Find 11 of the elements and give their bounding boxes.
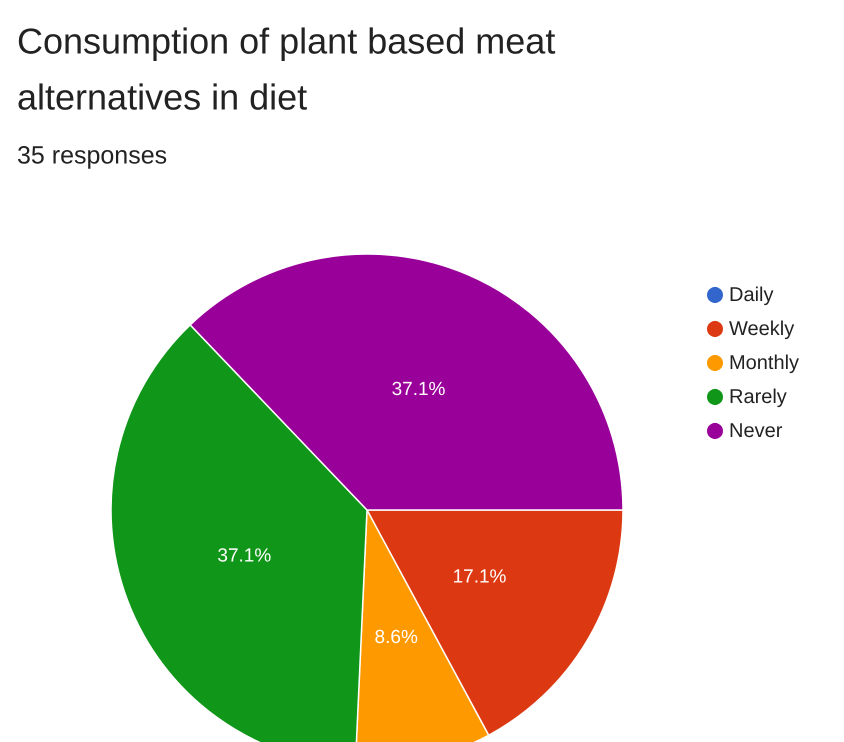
legend-label: Rarely: [729, 386, 787, 408]
data-label: 37.1%: [217, 545, 272, 566]
legend-label: Weekly: [729, 318, 794, 340]
legend-label: Never: [729, 420, 783, 442]
data-label: 8.6%: [374, 627, 418, 648]
legend-label: Daily: [729, 284, 774, 306]
data-label: 37.1%: [392, 379, 446, 400]
chart-title: Consumption of plant based meat alternatives in diet: [17, 20, 566, 118]
data-label: 17.1%: [452, 566, 507, 588]
legend-label: Monthly: [729, 352, 800, 374]
chart-subtitle: 35 responses: [17, 142, 168, 170]
